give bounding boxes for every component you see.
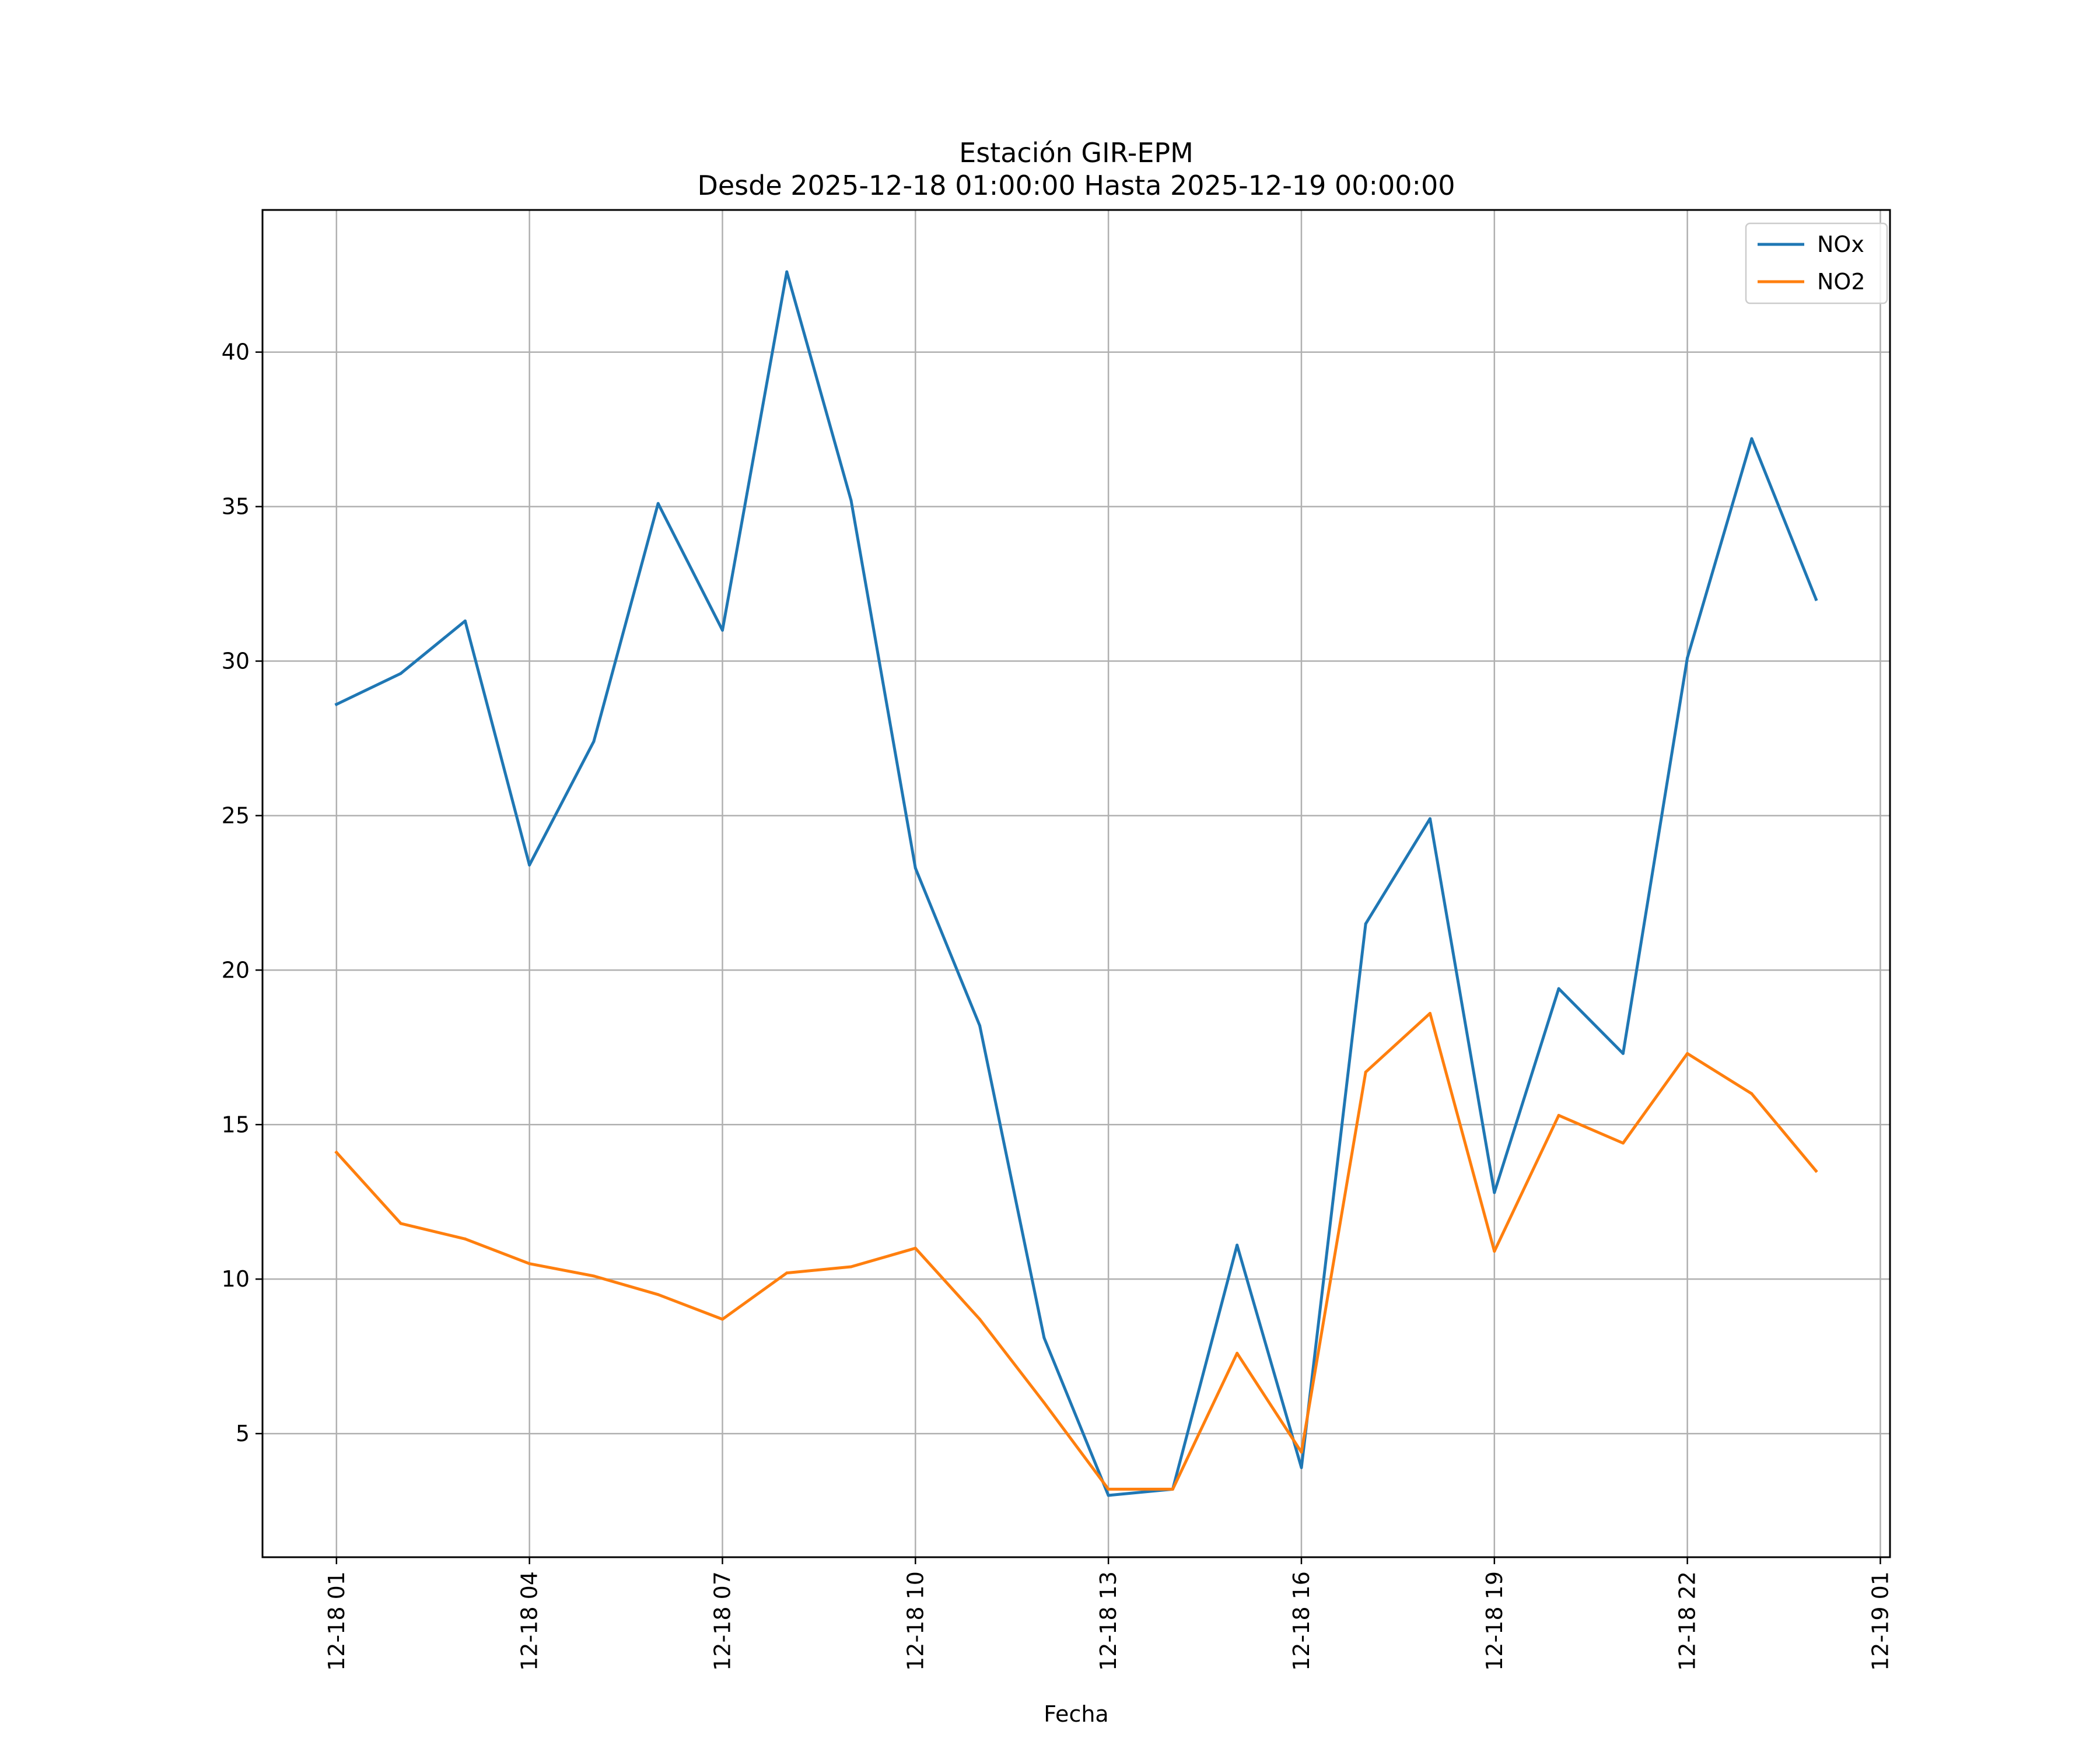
data-point-nox — [1429, 817, 1432, 821]
data-point-no2 — [335, 1151, 338, 1154]
data-point-nox — [1042, 1336, 1046, 1340]
series-line-no2 — [334, 1012, 1818, 1491]
data-point-no2 — [721, 1317, 724, 1321]
data-point-nox — [463, 619, 467, 623]
chart-title: Estación GIR-EPM — [959, 137, 1194, 169]
data-point-nox — [721, 629, 724, 632]
data-point-nox — [1493, 1191, 1496, 1194]
legend: NOx NO2 — [1745, 222, 1888, 304]
x-tick-label: 12-18 22 — [1675, 1571, 1700, 1671]
data-point-nox — [335, 703, 338, 706]
x-tick-label: 12-18 13 — [1096, 1571, 1121, 1671]
x-tick-label: 12-18 16 — [1289, 1571, 1314, 1671]
x-tick-label: 12-19 01 — [1867, 1571, 1893, 1671]
data-point-no2 — [914, 1246, 917, 1250]
legend-box — [1745, 222, 1888, 304]
data-point-nox — [1814, 598, 1818, 601]
data-point-nox — [1236, 1243, 1239, 1247]
data-point-nox — [1300, 1466, 1303, 1469]
data-point-no2 — [1750, 1092, 1754, 1095]
x-tick-label: 12-18 01 — [324, 1571, 349, 1671]
data-point-nox — [914, 867, 917, 870]
data-point-no2 — [1814, 1169, 1818, 1173]
data-point-nox — [1686, 656, 1689, 660]
data-point-nox — [1557, 987, 1560, 990]
data-point-nox — [399, 672, 402, 675]
legend-label-no2: NO2 — [1817, 269, 1866, 295]
data-point-nox — [849, 499, 853, 502]
data-point-no2 — [978, 1317, 982, 1321]
x-tick-label: 12-18 19 — [1482, 1571, 1507, 1671]
y-tick-label: 20 — [222, 957, 250, 983]
x-tick-label: 12-18 07 — [709, 1571, 735, 1671]
y-tick-label: 30 — [222, 649, 250, 674]
y-tick-label: 5 — [236, 1421, 250, 1446]
y-tick-label: 35 — [222, 494, 250, 520]
data-point-nox — [785, 270, 789, 274]
axes-frame — [261, 209, 1891, 1558]
data-point-no2 — [1429, 1012, 1432, 1015]
data-point-no2 — [399, 1222, 402, 1225]
data-point-nox — [1750, 437, 1754, 440]
data-point-no2 — [1364, 1070, 1367, 1074]
x-axis-label: Fecha — [1044, 1701, 1108, 1727]
data-point-no2 — [1557, 1113, 1560, 1117]
data-point-no2 — [1236, 1351, 1239, 1355]
data-point-nox — [978, 1024, 982, 1028]
data-point-no2 — [1042, 1401, 1046, 1404]
data-point-no2 — [528, 1262, 531, 1266]
y-tick-label: 25 — [222, 803, 250, 828]
chart-subtitle: Desde 2025-12-18 01:00:00 Hasta 2025-12-… — [697, 170, 1455, 201]
y-tick-label: 10 — [222, 1266, 250, 1292]
data-point-nox — [1621, 1052, 1625, 1055]
data-point-nox — [528, 863, 531, 867]
legend-label-nox: NOx — [1817, 232, 1864, 257]
y-tick-label: 40 — [222, 339, 250, 365]
data-point-nox — [592, 740, 596, 743]
data-point-no2 — [849, 1265, 853, 1269]
series-line-nox — [334, 270, 1818, 1497]
data-point-no2 — [1107, 1487, 1110, 1491]
data-point-no2 — [1171, 1487, 1174, 1491]
data-point-no2 — [1300, 1450, 1303, 1454]
data-point-nox — [1107, 1494, 1110, 1497]
data-point-nox — [656, 502, 660, 505]
x-tick-label: 12-18 10 — [902, 1571, 928, 1671]
data-point-nox — [1364, 922, 1367, 926]
y-tick-label: 15 — [222, 1112, 250, 1137]
data-point-no2 — [1493, 1250, 1496, 1253]
grid-layer — [262, 210, 1890, 1557]
data-point-no2 — [463, 1237, 467, 1241]
series-layer — [334, 270, 1818, 1497]
data-point-no2 — [1621, 1141, 1625, 1145]
data-point-no2 — [592, 1274, 596, 1278]
ticks-layer: 12-18 01 12-18 04 12-18 07 12-18 10 12-18 13… — [222, 339, 1894, 1671]
data-point-no2 — [1686, 1052, 1689, 1055]
x-tick-label: 12-18 04 — [517, 1571, 542, 1671]
data-point-no2 — [656, 1293, 660, 1297]
data-point-no2 — [785, 1271, 789, 1275]
